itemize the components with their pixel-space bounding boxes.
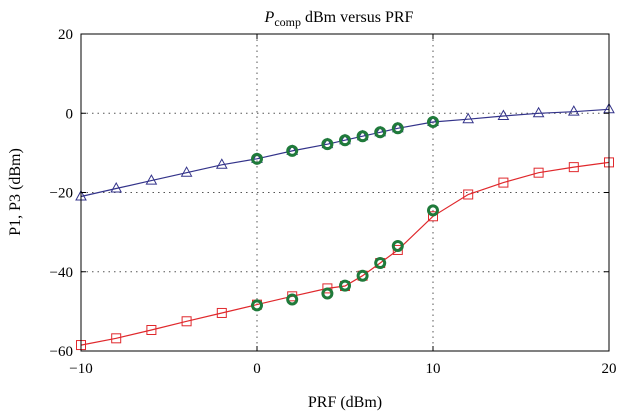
square-marker <box>216 307 227 318</box>
circle-marker <box>391 122 404 135</box>
chart-title-rest: dBm versus PRF <box>301 9 414 26</box>
chart-title: Pcomp dBm versus PRF <box>264 9 414 29</box>
square-marker <box>568 162 579 173</box>
circle-marker <box>286 144 299 157</box>
circle-marker <box>286 293 299 306</box>
y-axis-label: P1, P3 (dBm) <box>7 148 24 236</box>
circle-marker <box>356 269 369 282</box>
series-3 <box>251 115 439 165</box>
triangle-marker <box>497 109 510 121</box>
triangle-marker <box>215 158 228 169</box>
triangle-marker <box>567 105 580 116</box>
triangle-marker <box>110 182 123 193</box>
x-tick-label: 10 <box>426 361 441 377</box>
series-layer <box>75 102 615 351</box>
y-tick-label: 20 <box>58 27 73 43</box>
x-tick-label: −10 <box>69 361 92 377</box>
chart-title-main: P <box>264 9 275 26</box>
circle-marker <box>321 287 334 300</box>
y-tick-label: 0 <box>66 106 74 122</box>
series-2 <box>76 157 614 351</box>
circle-marker <box>356 130 369 143</box>
series-4 <box>251 204 439 312</box>
circle-marker <box>251 152 263 165</box>
x-tick-label: 0 <box>253 361 261 377</box>
series-1-line <box>80 108 610 198</box>
triangle-marker <box>532 106 545 118</box>
x-tick-label: 20 <box>602 361 617 377</box>
y-tick-label: −20 <box>50 186 73 202</box>
grid <box>81 34 609 351</box>
square-marker <box>463 189 474 200</box>
y-tick-label: −40 <box>50 265 73 281</box>
y-tick-label: −60 <box>50 344 73 360</box>
circle-marker <box>251 299 263 312</box>
square-marker <box>498 177 509 188</box>
square-marker <box>111 333 122 344</box>
x-axis-label: PRF (dBm) <box>308 394 382 411</box>
circle-marker <box>339 134 351 147</box>
square-marker <box>146 324 157 335</box>
ticks: −10 0 10 20 −60 −40 −20 0 20 <box>50 27 617 377</box>
circle-marker <box>391 239 404 252</box>
series-2-line <box>80 161 610 346</box>
square-marker <box>533 167 544 178</box>
circle-marker <box>339 279 351 292</box>
triangle-marker <box>145 174 158 185</box>
circle-marker <box>374 257 387 270</box>
circle-marker <box>374 126 387 139</box>
series-1 <box>75 102 615 201</box>
chart-title-sub: comp <box>274 15 301 29</box>
square-marker <box>322 283 333 294</box>
square-marker <box>181 316 192 327</box>
circle-marker <box>427 204 439 217</box>
triangle-marker <box>462 112 475 124</box>
circle-marker <box>321 138 334 151</box>
circle-marker <box>427 115 439 128</box>
triangle-marker <box>180 166 193 177</box>
square-marker <box>428 211 438 222</box>
